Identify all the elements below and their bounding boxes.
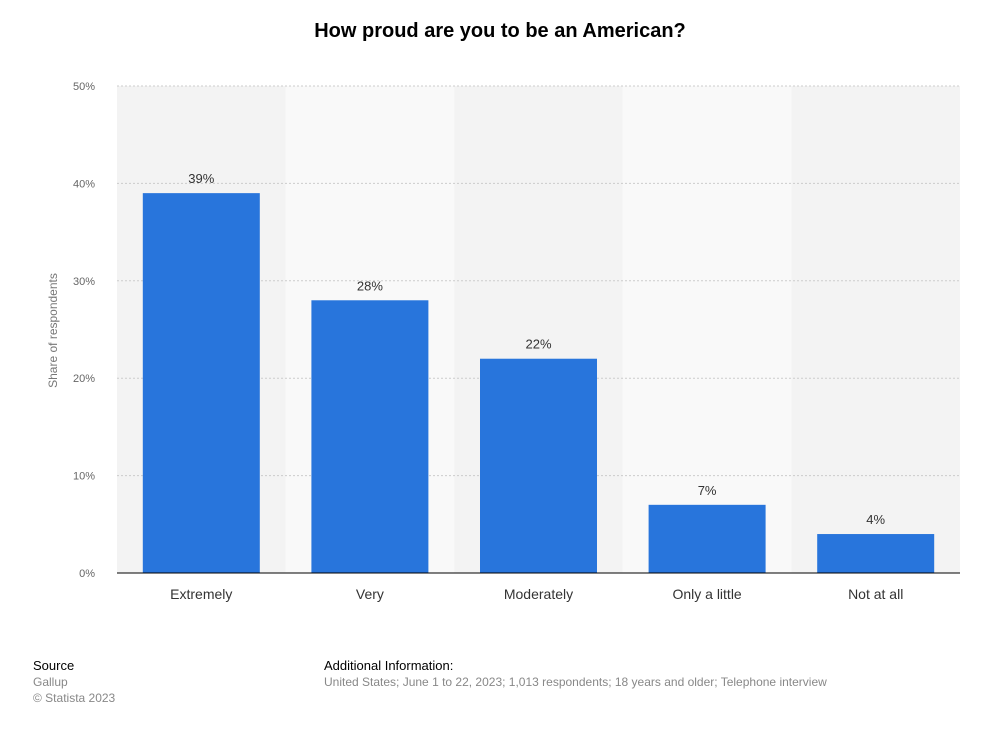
y-axis-title: Share of respondents [46, 273, 60, 388]
source-name[interactable]: Gallup [33, 675, 68, 689]
x-tick-label: Very [356, 586, 384, 602]
additional-info-heading: Additional Information: [324, 658, 454, 673]
bar-chart: 0% 10% 20% 30% 40% 50% 39% Extremely 28% Very 22% M… [46, 81, 960, 602]
x-tick-label: Extremely [170, 586, 232, 602]
chart-title: How proud are you to be an American? [314, 20, 686, 42]
x-tick-label: Not at all [848, 586, 903, 602]
bar [311, 300, 429, 573]
y-tick-label: 30% [73, 276, 95, 288]
data-label: 4% [866, 512, 885, 527]
y-tick-label: 10% [73, 471, 95, 483]
bar [480, 358, 597, 573]
data-label: 7% [698, 483, 717, 498]
x-tick-label: Only a little [672, 586, 741, 602]
y-tick-label: 40% [73, 178, 95, 190]
data-label: 22% [525, 337, 551, 352]
bar [817, 534, 935, 573]
y-tick-label: 0% [79, 568, 95, 580]
bar [648, 504, 766, 573]
copyright-text: © Statista 2023 [33, 691, 116, 705]
bar [142, 193, 260, 573]
x-tick-label: Moderately [504, 586, 573, 602]
additional-info-text: United States; June 1 to 22, 2023; 1,013… [324, 675, 827, 689]
y-tick-label: 20% [73, 373, 95, 385]
data-label: 28% [357, 278, 383, 293]
source-heading: Source [33, 658, 75, 673]
data-label: 39% [188, 171, 214, 186]
source-section: Source Gallup © Statista 2023 [33, 658, 115, 706]
additional-info-section: Additional Information: United States; J… [324, 658, 827, 690]
y-tick-label: 50% [73, 81, 95, 93]
background-band [622, 86, 792, 573]
background-band [791, 86, 960, 573]
